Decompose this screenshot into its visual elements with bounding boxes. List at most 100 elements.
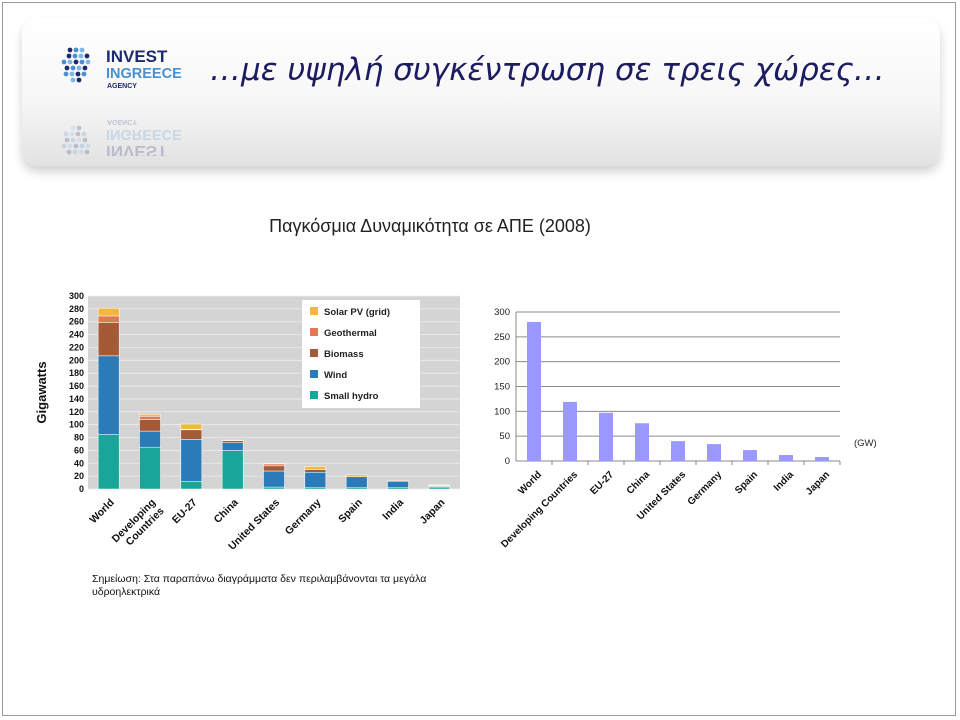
bar-world [527, 321, 541, 461]
logo-dot [69, 71, 75, 77]
bar-germany [707, 444, 721, 461]
y-tick-label: 0 [505, 456, 510, 467]
svg-text:INGREECE: INGREECE [106, 126, 182, 142]
bar-united-states [671, 441, 685, 461]
y-tick-label: 150 [494, 382, 510, 393]
y-tick-label: 240 [69, 330, 84, 340]
bar-segment-solar-pv-grid-japan [428, 484, 451, 486]
logo-dot [73, 59, 79, 65]
logo-dot [66, 53, 72, 59]
x-tick-label-developing-countries: DevelopingCountries [110, 497, 167, 554]
logo-dot [70, 65, 76, 71]
bar-segment-small-hydro-japan [428, 486, 451, 490]
y-tick-label: 40 [74, 458, 84, 468]
x-tick-label-spain: Spain [336, 497, 365, 526]
logo-dot [79, 47, 85, 53]
bar-segment-wind-developing-countries [139, 430, 161, 448]
bar-segment-biomass-developing-countries [139, 419, 161, 432]
y-tick-label: 200 [69, 355, 84, 365]
bar-segment-wind-world [97, 355, 120, 435]
bar-segment-wind-india [387, 481, 409, 488]
y-tick-label: 300 [69, 291, 84, 301]
bar-segment-biomass-china [221, 440, 244, 443]
logo-dot [70, 77, 76, 83]
x-tick-label-spain: Spain [733, 469, 760, 496]
bar-japan [815, 457, 829, 461]
x-tick-label-germany: Germany [686, 469, 725, 508]
x-tick-label-china: China [212, 497, 241, 526]
logo-dot [81, 71, 87, 77]
x-tick-label-india: India [380, 497, 406, 523]
x-tick-label-world: World [87, 497, 116, 526]
x-tick-label-japan: Japan [418, 497, 448, 527]
x-tick-label-world: World [516, 469, 544, 497]
bar-segment-small-hydro-world [97, 434, 120, 490]
logo-text-ingreece: INGREECE [106, 66, 182, 82]
bar-segment-small-hydro-united-states [263, 486, 285, 490]
y-tick-label: 220 [69, 342, 84, 352]
y-tick-label: 100 [494, 406, 510, 417]
logo-dot [82, 65, 88, 71]
y-tick-label: 120 [69, 407, 84, 417]
y-tick-label: 80 [74, 433, 84, 443]
chart-heading: Παγκόσμια Δυναμικότητα σε ΑΠΕ (2008) [269, 216, 591, 236]
bar-segment-biomass-india [387, 480, 409, 482]
y-axis-label: Gigawatts [36, 361, 49, 423]
legend-swatch-geothermal [310, 328, 318, 336]
legend-label-small-hydro: Small hydro [324, 391, 379, 402]
bar-spain [743, 450, 757, 461]
y-tick-label: 260 [69, 317, 84, 327]
logo-dot [79, 59, 85, 65]
logo-text-agency: AGENCY [107, 83, 137, 90]
y-tick-label: 100 [69, 420, 84, 430]
y-tick-label: 140 [69, 394, 84, 404]
title-banner [22, 18, 940, 166]
bar-segment-solar-pv-grid-world [97, 307, 120, 317]
bar-segment-solar-pv-grid-eu-27 [180, 423, 203, 430]
y-tick-label: 300 [494, 307, 510, 318]
logo-dot [76, 77, 82, 83]
bar-segment-small-hydro-developing-countries [139, 446, 161, 490]
y-tick-label: 0 [79, 484, 84, 494]
legend-swatch-wind [310, 370, 318, 378]
legend-label-geothermal: Geothermal [324, 328, 377, 339]
y-tick-label: 180 [69, 368, 84, 378]
x-tick-label-eu-27: EU-27 [588, 469, 616, 497]
bar-segment-wind-germany [304, 472, 327, 488]
bar-segment-biomass-world [97, 322, 120, 357]
bar-segment-wind-spain [345, 476, 368, 488]
logo-dot-globe [61, 47, 91, 83]
y-tick-label: 250 [494, 332, 510, 343]
logo-dot [78, 53, 84, 59]
bar-segment-biomass-united-states [263, 465, 285, 472]
bar-segment-wind-united-states [263, 470, 285, 488]
bar-china [635, 423, 649, 461]
bar-segment-solar-pv-grid-developing-countries [139, 414, 161, 417]
legend [302, 300, 420, 408]
bar-segment-biomass-eu-27 [180, 429, 203, 440]
bar-segment-solar-pv-grid-china [221, 439, 244, 442]
logo-dot [61, 59, 67, 65]
legend-swatch-biomass [310, 349, 318, 357]
y-tick-label: 200 [494, 357, 510, 368]
bar-segment-wind-china [221, 442, 244, 451]
svg-text:AGENCY: AGENCY [107, 118, 137, 125]
bar-segment-small-hydro-eu-27 [180, 481, 203, 490]
x-tick-label-germany: Germany [283, 497, 324, 538]
legend-label-biomass: Biomass [324, 349, 364, 360]
legend-swatch-solar-pv-grid [310, 307, 318, 315]
bar-segment-geothermal-united-states [263, 463, 285, 467]
logo-dot [84, 53, 90, 59]
logo-dot [72, 53, 78, 59]
y-tick-label: 20 [74, 471, 84, 481]
logo-text-invest: INVEST [106, 47, 168, 66]
slide-title: …με υψηλή συγκέντρωση σε τρεις χώρες… [210, 52, 885, 88]
x-tick-label-india: India [772, 469, 797, 494]
logo-reflection: INVEST INGREECE AGENCY [61, 118, 182, 156]
stacked-capacity-chart: 0 20 40 60 80 100 120 140 160 180 200 220 240 260 280 3… [36, 291, 460, 554]
bar-eu-27 [599, 412, 613, 461]
logo-dot [67, 59, 73, 65]
bar-segment-small-hydro-china [221, 450, 244, 490]
